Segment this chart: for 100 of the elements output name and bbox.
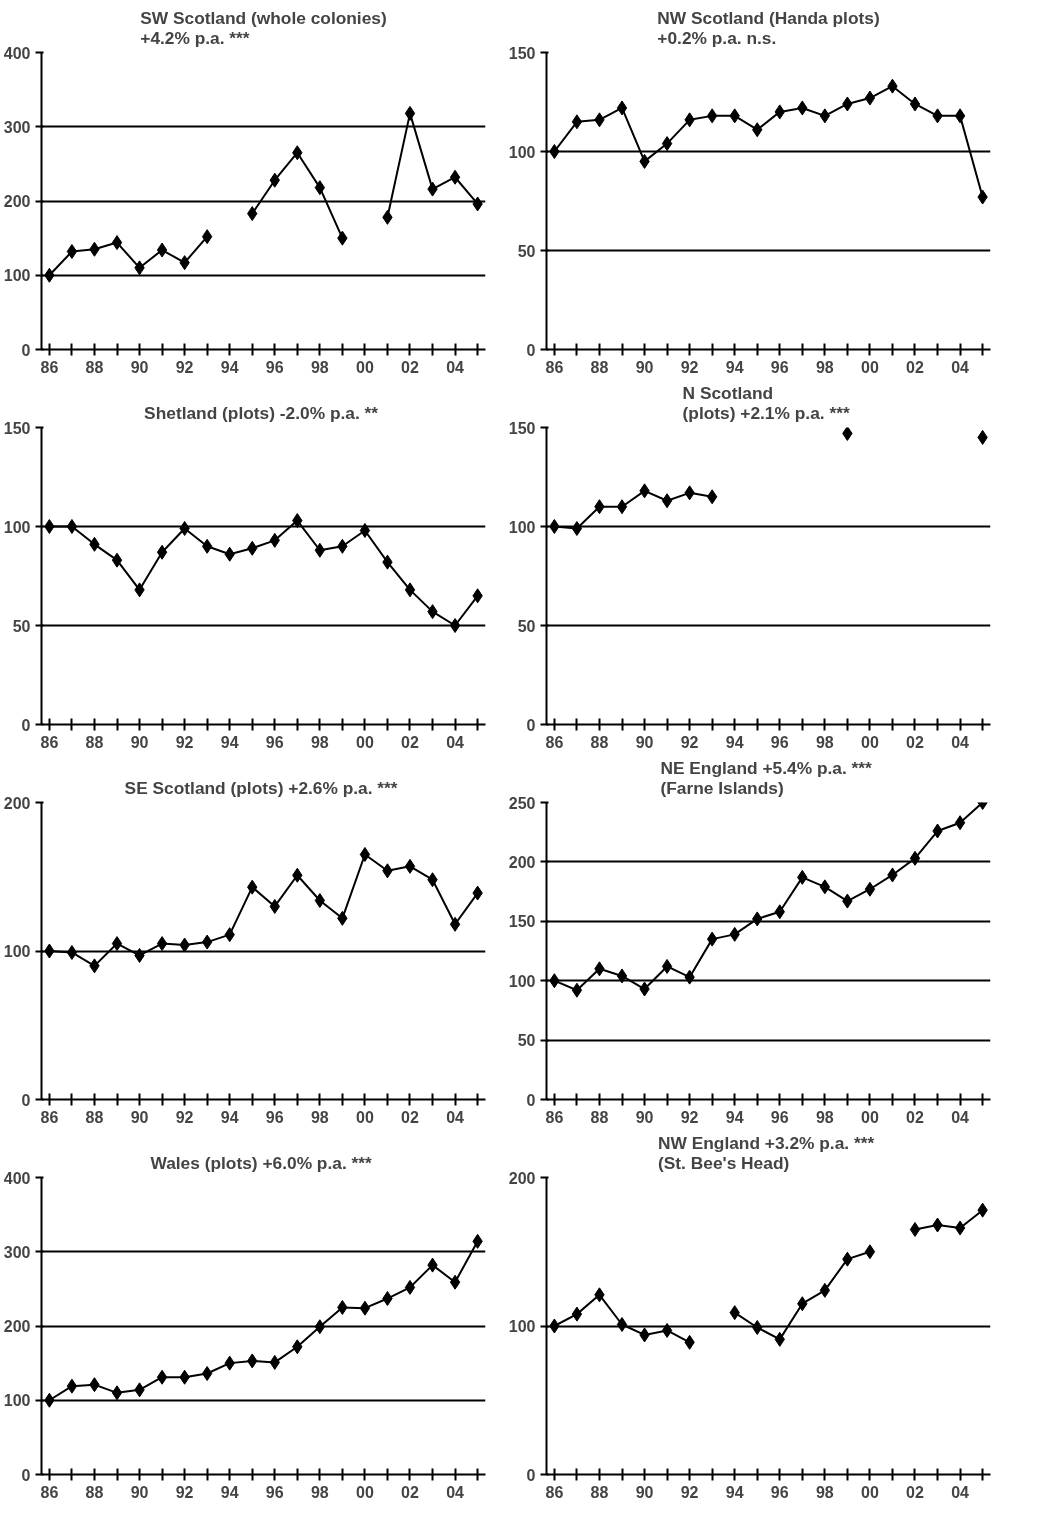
x-tick-label: 96: [770, 733, 789, 751]
x-tick-label: 02: [906, 733, 924, 751]
chart-title: Shetland (plots) -2.0% p.a. **: [144, 402, 379, 423]
x-tick-label: 94: [725, 1483, 744, 1501]
x-tick-label: 00: [356, 358, 374, 376]
x-tick-label: 02: [401, 1483, 419, 1501]
x-tick-label: 88: [590, 1483, 609, 1501]
x-tick-label: 86: [545, 358, 564, 376]
y-tick-label: 0: [526, 341, 536, 359]
y-tick-label: 300: [3, 118, 31, 136]
y-tick-label: 150: [508, 44, 536, 62]
x-tick-label: 00: [356, 1483, 374, 1501]
x-tick-label: 98: [815, 733, 834, 751]
x-tick-label: 92: [175, 1108, 194, 1126]
x-tick-label: 94: [725, 733, 744, 751]
x-tick-label: 86: [40, 733, 59, 751]
x-tick-label: 00: [861, 358, 879, 376]
x-tick-label: 96: [770, 358, 789, 376]
x-tick-label: 04: [446, 358, 465, 376]
x-tick-label: 98: [310, 1108, 329, 1126]
y-tick-label: 200: [508, 1169, 536, 1187]
x-tick-label: 88: [590, 358, 609, 376]
y-tick-label: 100: [508, 143, 536, 161]
y-tick-label: 50: [517, 1032, 536, 1050]
x-tick-label: 90: [130, 1108, 149, 1126]
x-tick-label: 02: [401, 358, 419, 376]
y-tick-label: 50: [517, 617, 536, 635]
x-tick-label: 94: [220, 1108, 239, 1126]
y-tick-label: 0: [21, 1466, 31, 1484]
y-tick-label: 100: [3, 267, 31, 285]
x-tick-label: 96: [770, 1108, 789, 1126]
x-tick-label: 04: [951, 358, 970, 376]
x-tick-label: 86: [545, 1108, 564, 1126]
x-tick-label: 94: [725, 358, 744, 376]
x-tick-label: 92: [680, 358, 699, 376]
x-tick-label: 94: [220, 733, 239, 751]
x-tick-label: 92: [175, 1483, 194, 1501]
y-tick-label: 100: [508, 972, 536, 990]
x-tick-label: 04: [446, 1483, 465, 1501]
x-tick-label: 00: [861, 1483, 879, 1501]
x-tick-label: 94: [220, 1483, 239, 1501]
y-tick-label: 200: [3, 794, 31, 812]
x-tick-label: 92: [680, 1483, 699, 1501]
x-tick-label: 04: [446, 733, 465, 751]
x-tick-label: 98: [815, 1483, 834, 1501]
x-tick-label: 90: [635, 1483, 654, 1501]
y-tick-label: 0: [21, 341, 31, 359]
x-tick-label: 88: [590, 1108, 609, 1126]
x-tick-label: 96: [265, 358, 284, 376]
x-tick-label: 88: [590, 733, 609, 751]
x-tick-label: 92: [680, 1108, 699, 1126]
y-tick-label: 0: [526, 1091, 536, 1109]
x-tick-label: 04: [446, 1108, 465, 1126]
x-tick-label: 02: [906, 358, 924, 376]
x-tick-label: 88: [85, 1483, 104, 1501]
x-tick-label: 02: [906, 1483, 924, 1501]
x-tick-label: 92: [175, 733, 194, 751]
x-tick-label: 00: [356, 1108, 374, 1126]
y-tick-label: 0: [21, 1091, 31, 1109]
x-tick-label: 02: [906, 1108, 924, 1126]
x-tick-label: 86: [545, 733, 564, 751]
y-tick-label: 50: [517, 242, 536, 260]
x-tick-label: 98: [310, 358, 329, 376]
y-tick-label: 100: [508, 518, 536, 536]
x-tick-label: 04: [951, 1483, 970, 1501]
x-tick-label: 90: [635, 358, 654, 376]
x-tick-label: 98: [310, 733, 329, 751]
y-tick-label: 200: [508, 853, 536, 871]
chart-title: Wales (plots) +6.0% p.a. ***: [150, 1152, 373, 1173]
x-tick-label: 90: [130, 1483, 149, 1501]
y-tick-label: 400: [3, 44, 31, 62]
x-tick-label: 90: [130, 733, 149, 751]
x-tick-label: 00: [861, 1108, 879, 1126]
x-tick-label: 94: [220, 358, 239, 376]
x-tick-label: 86: [545, 1483, 564, 1501]
x-tick-label: 00: [356, 733, 374, 751]
chart-title: SE Scotland (plots) +2.6% p.a. ***: [124, 777, 398, 798]
x-tick-label: 96: [265, 733, 284, 751]
chart-title: N Scotland (plots) +2.1% p.a. ***: [682, 382, 850, 423]
y-tick-label: 0: [526, 716, 536, 734]
y-tick-label: 150: [508, 419, 536, 437]
y-tick-label: 150: [508, 913, 536, 931]
y-tick-label: 100: [3, 943, 31, 960]
x-tick-label: 86: [40, 1108, 59, 1126]
chart-title: NE England +5.4% p.a. *** (Farne Islands): [660, 757, 873, 798]
y-tick-label: 150: [3, 419, 31, 437]
chart-title: NW Scotland (Handa plots) +0.2% p.a. n.s.: [657, 7, 880, 48]
x-tick-label: 96: [265, 1483, 284, 1501]
y-tick-label: 100: [3, 1392, 31, 1410]
x-tick-label: 88: [85, 358, 104, 376]
x-tick-label: 04: [951, 733, 970, 751]
x-tick-label: 92: [175, 358, 194, 376]
x-tick-label: 86: [40, 358, 59, 376]
y-tick-label: 400: [3, 1169, 31, 1187]
x-tick-label: 02: [401, 733, 419, 751]
x-tick-label: 90: [635, 733, 654, 751]
x-tick-label: 00: [861, 733, 879, 751]
x-tick-label: 90: [635, 1108, 654, 1126]
x-tick-label: 86: [40, 1483, 59, 1501]
x-tick-label: 04: [951, 1108, 970, 1126]
